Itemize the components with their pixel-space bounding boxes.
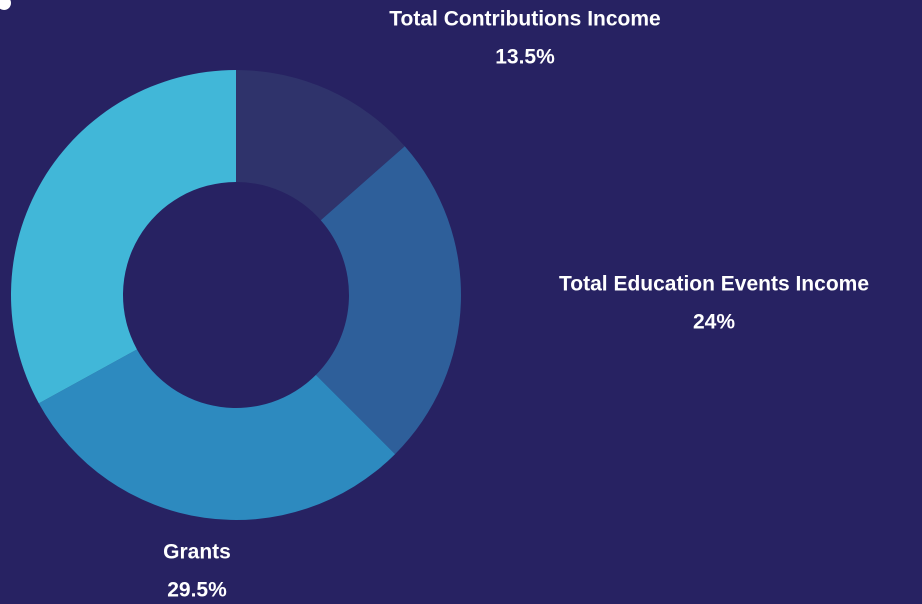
slice-label: Total Contributions Income xyxy=(389,8,660,31)
slice-value-label: 29.5% xyxy=(167,579,227,602)
donut-slice xyxy=(236,70,405,221)
slice-value-label: 13.5% xyxy=(495,46,555,69)
slice-label: Total Education Events Income xyxy=(559,273,869,296)
slice-value-label: 24% xyxy=(693,311,735,334)
corner-dot xyxy=(0,0,11,10)
slice-label: Grants xyxy=(163,541,231,564)
donut-slice xyxy=(315,146,462,455)
donut-slice xyxy=(38,349,396,520)
donut-slice xyxy=(10,70,236,404)
